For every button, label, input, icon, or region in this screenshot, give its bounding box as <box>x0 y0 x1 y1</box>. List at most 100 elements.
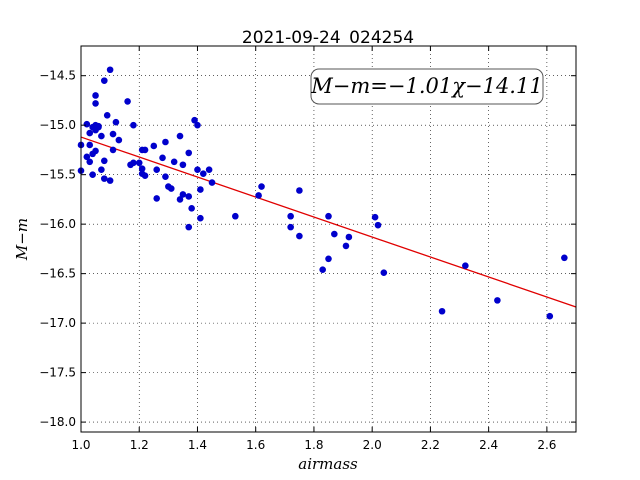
data-point <box>176 132 184 140</box>
data-point <box>374 221 382 229</box>
data-point <box>205 166 213 174</box>
data-point <box>86 158 94 166</box>
data-point <box>153 195 161 202</box>
x-tick-label: 2.4 <box>479 438 498 452</box>
x-tick-label: 1.0 <box>71 438 90 452</box>
x-axis-ticks: 1.0 1.2 1.4 1.6 1.8 2.0 2.2 2.4 2.6 <box>71 46 556 452</box>
data-point <box>112 118 120 126</box>
data-point <box>296 232 303 240</box>
data-points <box>77 66 568 320</box>
data-point <box>89 171 96 178</box>
data-point <box>98 132 105 140</box>
data-point <box>232 212 239 220</box>
data-point <box>100 157 108 165</box>
data-point <box>188 205 195 212</box>
data-point <box>185 149 193 157</box>
data-point <box>561 254 568 262</box>
y-tick-label: −15.0 <box>39 118 76 132</box>
data-point <box>83 153 91 161</box>
data-point <box>179 191 187 198</box>
data-point <box>546 312 554 320</box>
data-point <box>255 192 262 199</box>
data-point <box>130 159 137 167</box>
data-point <box>345 233 353 241</box>
y-tick-label: −14.5 <box>39 69 76 83</box>
data-point <box>141 172 149 179</box>
x-tick-label: 1.8 <box>304 438 323 452</box>
data-point <box>208 179 216 186</box>
data-point <box>86 141 94 149</box>
data-point <box>106 66 114 74</box>
y-tick-label: −15.5 <box>39 168 76 182</box>
data-point <box>100 175 108 182</box>
x-tick-label: 2.0 <box>363 438 382 452</box>
data-point <box>124 98 131 105</box>
data-point <box>331 230 338 238</box>
data-point <box>191 116 198 124</box>
data-point <box>179 161 187 169</box>
x-tick-label: 1.2 <box>130 438 149 452</box>
data-point <box>167 185 175 192</box>
x-tick-label: 1.6 <box>246 438 265 452</box>
data-point <box>462 262 469 270</box>
y-tick-label: −16.5 <box>39 267 76 281</box>
data-point <box>83 120 91 128</box>
data-point <box>325 255 332 263</box>
y-axis-label: M−m <box>13 218 31 261</box>
data-point <box>325 212 332 220</box>
x-tick-label: 2.6 <box>537 438 556 452</box>
y-tick-label: −17.0 <box>39 316 76 330</box>
data-point <box>92 147 99 155</box>
y-tick-label: −17.5 <box>39 366 76 380</box>
data-point <box>185 193 193 200</box>
data-point <box>92 100 99 107</box>
data-point <box>342 242 350 250</box>
data-point <box>197 186 204 193</box>
data-point <box>438 307 446 315</box>
data-point <box>185 223 193 231</box>
annotation-text: M−m=−1.01χ−14.11 <box>310 74 542 98</box>
data-point <box>103 111 111 119</box>
data-point <box>380 269 388 276</box>
data-point <box>141 146 149 154</box>
data-point <box>153 166 161 174</box>
chart-title: 2021-09-24_024254 <box>242 28 414 48</box>
data-point <box>170 158 178 166</box>
x-tick-label: 1.4 <box>188 438 207 452</box>
data-point <box>494 297 501 304</box>
annotation-box: M−m=−1.01χ−14.11 <box>310 68 544 105</box>
data-point <box>106 177 114 184</box>
data-point <box>150 142 158 150</box>
plot-area <box>81 46 576 432</box>
data-point <box>199 170 207 177</box>
data-point <box>319 266 326 273</box>
data-point <box>138 165 146 173</box>
data-point <box>258 183 265 190</box>
y-axis-ticks: −14.5 −15.0 −15.5 −16.0 −16.5 −17.0 −17.5 −18.0 <box>39 69 576 429</box>
data-point <box>130 121 137 129</box>
data-point <box>92 92 99 99</box>
data-point <box>371 213 379 221</box>
data-point <box>109 130 117 138</box>
x-tick-label: 2.2 <box>421 438 440 452</box>
x-axis-label: airmass <box>298 455 358 473</box>
data-point <box>159 154 166 162</box>
fit-line-group <box>80 136 577 308</box>
data-point <box>115 136 123 144</box>
data-point <box>162 173 169 180</box>
fit-line <box>80 136 577 308</box>
data-point <box>162 138 169 146</box>
data-point <box>135 159 143 167</box>
data-point <box>176 196 184 203</box>
data-point <box>194 121 201 129</box>
data-point <box>100 77 108 84</box>
plot-frame <box>80 45 577 433</box>
data-point <box>287 212 294 220</box>
y-tick-label: −18.0 <box>39 415 76 429</box>
y-tick-label: −16.0 <box>39 217 76 231</box>
data-point <box>194 166 201 174</box>
data-point <box>109 146 117 154</box>
data-point <box>86 129 94 137</box>
data-point <box>98 166 105 174</box>
